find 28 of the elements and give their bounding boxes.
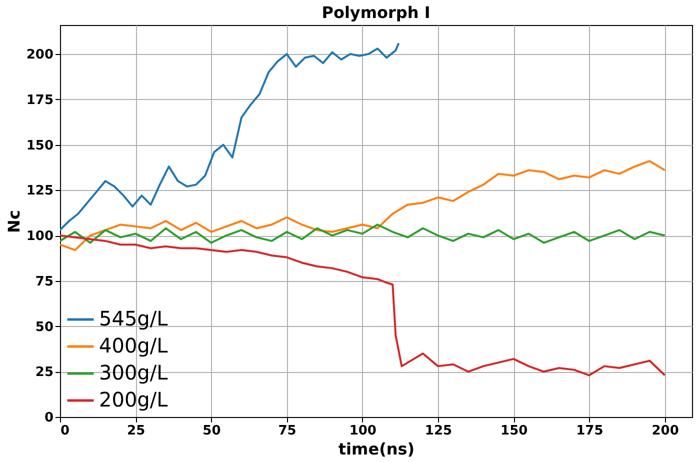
x-tick-label: 125 xyxy=(424,424,452,438)
y-tick-label: 200 xyxy=(26,48,54,63)
legend-label: 200g/L xyxy=(99,388,169,412)
legend-label: 300g/L xyxy=(99,360,169,384)
x-axis-title: time(ns) xyxy=(338,440,415,458)
x-tick-label: 200 xyxy=(652,424,679,438)
legend-label: 545g/L xyxy=(99,306,169,330)
y-tick-label: 50 xyxy=(35,320,54,335)
legend-label: 400g/L xyxy=(99,334,169,358)
x-tick-label: 175 xyxy=(576,424,604,438)
y-tick-label: 25 xyxy=(35,365,54,380)
chart-title: Polymorph I xyxy=(322,3,430,22)
line-series xyxy=(60,160,666,252)
y-tick-label: 150 xyxy=(26,138,54,154)
x-tick-label: 0 xyxy=(60,424,70,438)
x-tick-label: 150 xyxy=(500,424,528,438)
x-tick-label: 100 xyxy=(349,424,376,438)
y-tick-label: 175 xyxy=(26,92,54,108)
y-tick-label: 100 xyxy=(26,229,54,244)
y-axis-title: Nc xyxy=(4,210,24,233)
y-tick-label: 75 xyxy=(35,274,54,290)
x-tick-label: 50 xyxy=(202,424,221,438)
x-tick-label: 75 xyxy=(278,424,296,438)
line-series xyxy=(60,42,400,232)
y-tick-label: 125 xyxy=(26,184,54,199)
line-series xyxy=(60,224,666,244)
y-tick-label: 0 xyxy=(44,410,54,426)
x-tick-label: 25 xyxy=(127,424,146,438)
